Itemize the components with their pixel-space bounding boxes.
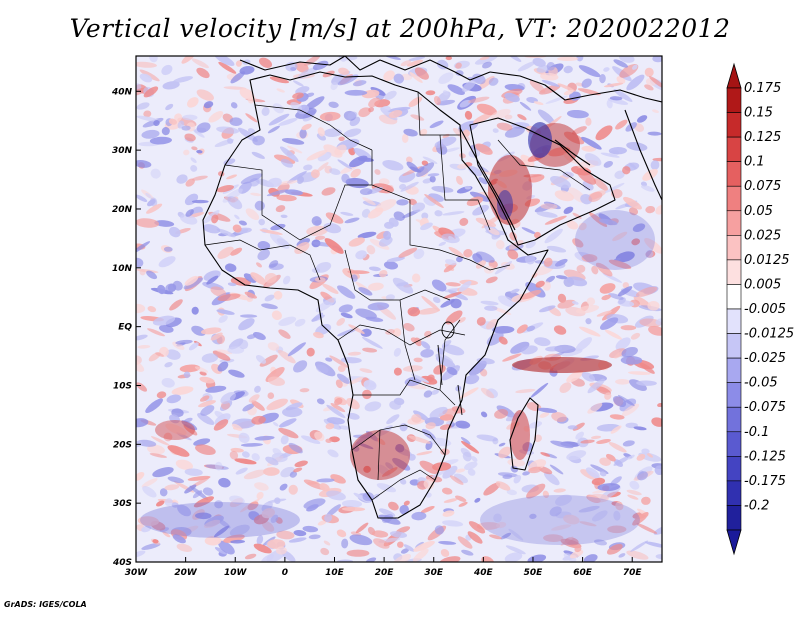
colorbar-box <box>726 456 742 482</box>
lat-tick-label: 10N <box>112 264 133 274</box>
colorbar-label: -0.005 <box>744 302 786 317</box>
colorbar-label: -0.125 <box>744 449 786 464</box>
velocity-field <box>136 56 662 562</box>
colorbar-box <box>726 161 742 187</box>
colorbar-label: 0.15 <box>744 106 773 121</box>
lon-tick-label: 40E <box>473 568 494 578</box>
lon-tick-label: 10W <box>224 568 248 578</box>
colorbar-box <box>726 259 742 285</box>
lat-tick-label: 40S <box>112 558 132 568</box>
country-borders <box>204 91 591 501</box>
colorbar-box <box>726 235 742 261</box>
colorbar-label: 0.0125 <box>744 253 790 268</box>
colorbar-label: 0.005 <box>744 277 781 292</box>
colorbar-label: 0.175 <box>744 81 781 96</box>
lat-tick-label: 30N <box>112 146 133 156</box>
coastlines <box>202 56 662 519</box>
lon-tick-label: 20E <box>375 568 395 578</box>
colorbar-box <box>726 284 742 310</box>
colorbar-label: 0.125 <box>744 130 781 145</box>
colorbar-box <box>726 406 742 433</box>
colorbar-box <box>726 480 742 506</box>
colorbar-label: -0.2 <box>744 498 769 513</box>
colorbar-label: 0.05 <box>744 204 773 219</box>
colorbar-box <box>726 87 742 113</box>
lon-tick-label: 50E <box>524 568 544 578</box>
latitude-axis: 40N 30N 20N 10N EQ 10S 20S 30S 40S <box>111 87 141 568</box>
field-speckle <box>136 56 662 562</box>
lat-tick-label: EQ <box>118 323 132 333</box>
colorbar-box <box>726 185 742 212</box>
lon-tick-label: 10E <box>325 568 345 578</box>
colorbar-label: -0.1 <box>744 425 769 440</box>
lon-tick-label: 30E <box>424 568 444 578</box>
colorbar-label: 0.1 <box>744 155 765 170</box>
lon-tick-label: 70E <box>623 568 643 578</box>
lon-tick-label: 20W <box>174 568 198 578</box>
colorbar-label: -0.025 <box>744 351 786 366</box>
colorbar-box <box>726 505 742 531</box>
lat-tick-label: 30S <box>113 499 132 509</box>
strong-downdraft-patches <box>140 122 655 545</box>
lat-tick-label: 20N <box>112 205 133 215</box>
lakes <box>437 321 463 416</box>
colorbar-box <box>726 112 742 138</box>
colorbar-box <box>726 136 742 162</box>
colorbar-bottom-cap <box>726 529 742 556</box>
lat-tick-label: 10S <box>113 381 132 391</box>
colorbar-label: -0.175 <box>744 474 786 489</box>
colorbar-box <box>726 333 742 359</box>
colorbar-label: -0.075 <box>744 400 786 415</box>
map-frame <box>135 55 663 563</box>
colorbar-top-cap <box>726 62 742 89</box>
colorbar-box <box>726 382 742 408</box>
colorbar-label: -0.0125 <box>744 327 794 342</box>
map-title: Vertical velocity [m/s] at 200hPa, VT: 2… <box>69 14 731 43</box>
colorbar-box <box>726 357 742 383</box>
lon-tick-label: 0 <box>282 568 288 578</box>
longitude-axis: 30W 20W 10W 0 10E 20E 30E 40E 50E 60E 70E <box>125 557 643 578</box>
colorbar-label: -0.05 <box>744 376 778 391</box>
lat-tick-label: 20S <box>113 440 132 450</box>
grads-credit: GrADS: IGES/COLA <box>4 600 87 609</box>
colorbar-box <box>726 431 742 457</box>
lat-tick-label: 40N <box>111 87 133 97</box>
colorbar-box <box>726 308 742 334</box>
colorbar-box <box>726 210 742 236</box>
lon-tick-label: 30W <box>125 568 149 578</box>
colorbar-label: 0.025 <box>744 228 781 243</box>
colorbar-label: 0.075 <box>744 179 781 194</box>
strong-updraft-patches <box>155 123 612 480</box>
colorbar: 0.175 0.15 0.125 0.1 0.075 0.05 0.025 0.0125 0.0… <box>726 62 794 556</box>
lon-tick-label: 60E <box>573 568 593 578</box>
